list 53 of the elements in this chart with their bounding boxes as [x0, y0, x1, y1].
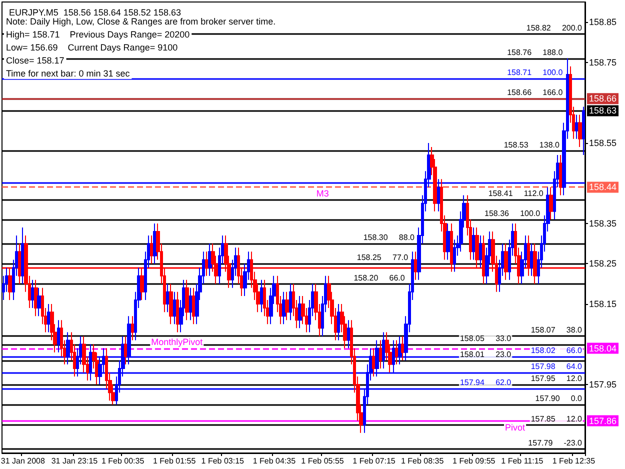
ref-line-label: 158.01 23.0	[460, 350, 512, 359]
x-tick-label: 1 Feb 00:35	[101, 456, 145, 466]
y-tick-label: 158.75	[589, 57, 617, 68]
ref-line-label: 157.90 0.0	[535, 394, 583, 404]
ref-line-label: 157.94 62.0	[460, 378, 512, 388]
x-tick-label: 1 Feb 03:15	[201, 456, 245, 466]
ref-line-label: 158.05 33.0	[460, 334, 512, 343]
annotation: High= 158.71 Previous Days Range= 20200	[6, 30, 190, 40]
ref-line-label: 157.85 12.0	[530, 414, 583, 424]
ref-line-label: 158.36 100.0	[484, 208, 541, 218]
y-tick-label: 158.35	[589, 218, 617, 228]
x-tick-label: 1 Feb 01:55	[152, 456, 196, 466]
x-tick-label: 1 Feb 04:35	[252, 456, 296, 466]
ref-line-label: 158.53 138.0	[504, 140, 560, 150]
ref-line-label: 157.86	[589, 416, 617, 426]
annotation: M3	[316, 188, 329, 199]
ref-line-label: 158.71 100.0	[507, 68, 564, 78]
ref-line-label: 157.79 -23.0	[528, 438, 583, 448]
x-tick-label: 1 Feb 05:55	[301, 456, 344, 466]
ref-line-label: 158.07 38.0	[530, 326, 583, 335]
ref-line-label: 157.95 12.0	[530, 374, 583, 384]
ref-line-label: 158.04	[589, 343, 617, 354]
ref-line-label: 158.66 166.0	[507, 88, 564, 98]
y-tick-label: 158.25	[589, 258, 617, 269]
ref-line-label: 158.66	[589, 94, 617, 104]
ref-line-label: 158.82 200.0	[526, 24, 583, 33]
ref-line-label: 158.30 88.0	[363, 233, 416, 242]
x-tick-label: 1 Feb 09:55	[452, 456, 496, 466]
annotation: Low= 156.69 Current Days Range= 9100	[6, 42, 178, 52]
annotation: Pivot	[505, 422, 526, 432]
annotation: Note: Daily High, Low, Close & Ranges are from broker server time.	[6, 16, 276, 26]
ref-line-label: 158.20 66.0	[354, 273, 406, 282]
x-tick-label: 31 Jan 2008	[0, 456, 46, 466]
x-tick-label: 1 Feb 12:35	[552, 456, 596, 466]
ref-line-label: 158.25 77.0	[356, 253, 409, 262]
y-tick-label: 158.15	[589, 299, 617, 310]
x-tick-label: 1 Feb 08:35	[400, 456, 444, 466]
ref-line-label: 158.63	[589, 106, 617, 116]
text: EURJPY,M5 158.56 158.64 158.52 158.63	[9, 8, 181, 18]
annotation: MonthlyPivot	[151, 336, 204, 347]
x-tick-label: 1 Feb 11:15	[501, 456, 544, 466]
annotation: Close= 158.17	[6, 56, 64, 66]
y-tick-label: 158.85	[589, 17, 617, 28]
y-tick-label: 158.55	[589, 138, 617, 148]
ref-line-label: 158.02 66.0	[530, 346, 583, 355]
y-tick-label: 157.95	[589, 380, 617, 390]
ref-line-label: 158.44	[589, 182, 617, 192]
ref-line-label: 157.98 64.0	[530, 362, 583, 371]
x-tick-label: 31 Jan 23:15	[51, 456, 98, 466]
annotation: Time for next bar: 0 min 31 sec	[6, 68, 130, 78]
x-tick-label: 1 Feb 07:15	[352, 456, 396, 466]
ref-line-label: 158.41 112.0	[488, 188, 544, 198]
ref-line-label: 158.76 188.0	[507, 48, 564, 57]
